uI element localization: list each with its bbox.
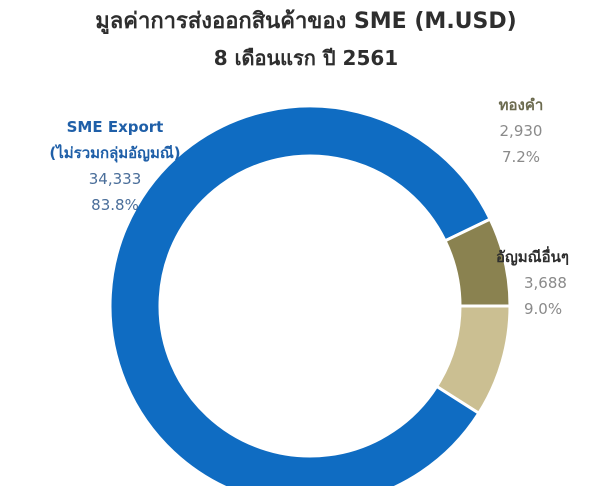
slice-label-gems: อัญมณีอื่นๆ 3,688 9.0% [496, 244, 606, 322]
slice-name-gems: อัญมณีอื่นๆ [496, 248, 569, 266]
slice-name-sme-export: SME Export [66, 118, 164, 136]
slice-name-sme-export-sub: (ไม่รวมกลุ่มอัญมณี) [49, 144, 181, 162]
chart-title-block: มูลค่าการส่งออกสินค้าของ SME (M.USD) 8 เ… [0, 4, 612, 76]
chart-subtitle: 8 เดือนแรก ปี 2561 [213, 46, 399, 70]
donut-slice-1 [443, 217, 512, 308]
slice-value-sme-export: 34,333 [88, 170, 142, 188]
slice-value-gems: 3,688 [524, 274, 567, 292]
donut-slice-0 [108, 104, 493, 486]
slice-percent-sme-export: 83.8% [91, 196, 139, 214]
slice-percent-gold: 7.2% [501, 148, 541, 166]
slice-percent-gems: 9.0% [524, 300, 563, 318]
slice-label-gold: ทองคำ 2,930 7.2% [476, 92, 566, 170]
slice-label-sme-export: SME Export (ไม่รวมกลุ่มอัญมณี) 34,333 83… [20, 114, 210, 218]
slice-value-gold: 2,930 [499, 122, 543, 140]
donut-slices [108, 104, 512, 486]
slice-name-gold: ทองคำ [498, 96, 544, 114]
chart-title: มูลค่าการส่งออกสินค้าของ SME (M.USD) [95, 9, 517, 34]
